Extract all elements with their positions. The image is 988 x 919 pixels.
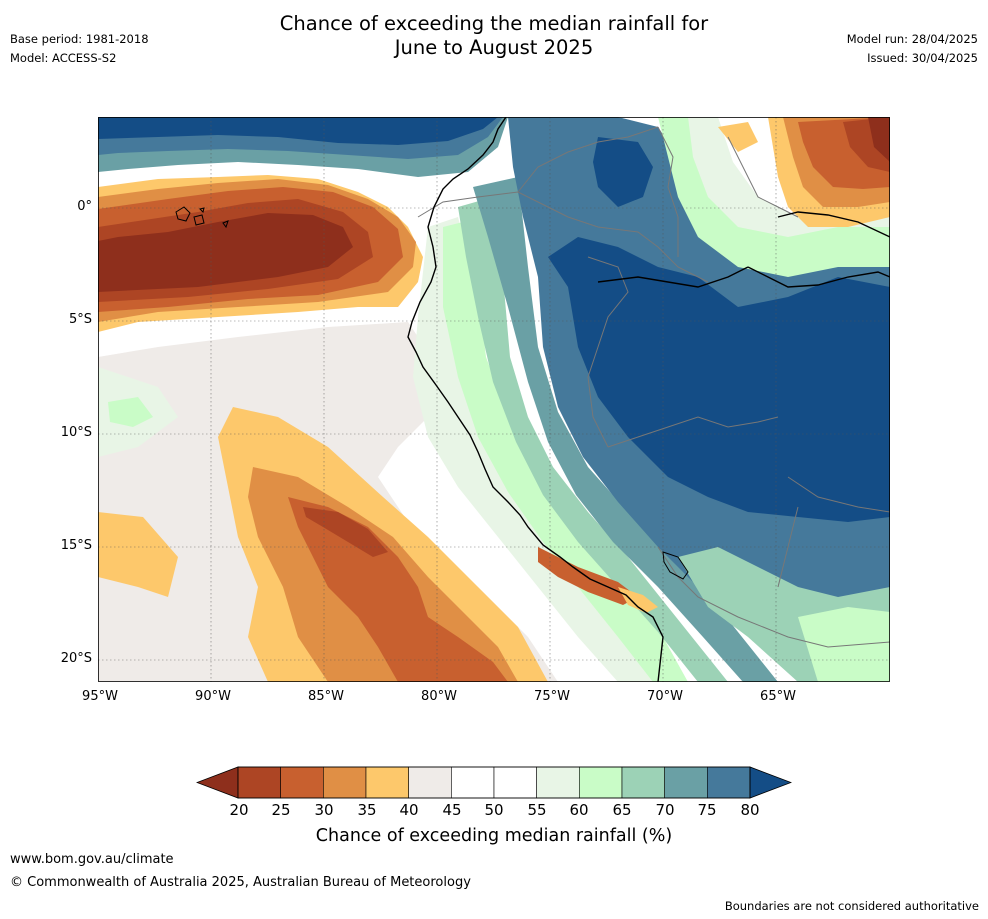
- region-15-nw: [98, 213, 353, 292]
- colorbar-tick-35: 35: [357, 801, 377, 819]
- colorbar-cell: [707, 766, 751, 799]
- colorbar-tick-65: 65: [612, 801, 632, 819]
- region-25-peru-south: [538, 547, 638, 605]
- title-line-2: June to August 2025: [394, 36, 594, 59]
- lat-tick-15s: 15°S: [60, 538, 92, 553]
- colorbar-tick-75: 75: [697, 801, 717, 819]
- colorbar-tick-60: 60: [569, 801, 589, 819]
- colorbar-tick-20: 20: [229, 801, 249, 819]
- map-frame: [98, 117, 890, 682]
- colorbar: [196, 766, 792, 799]
- base-period: Base period: 1981-2018: [10, 32, 149, 46]
- colorbar-cell: [408, 766, 452, 799]
- region-15-ne: [868, 117, 890, 162]
- region-35-south: [98, 512, 178, 597]
- footer-website: www.bom.gov.au/climate: [10, 852, 174, 867]
- region-80-upper: [593, 137, 653, 207]
- colorbar-tick-25: 25: [271, 801, 291, 819]
- region-green-west: [108, 397, 153, 427]
- colorbar-tick-30: 30: [314, 801, 334, 819]
- colorbar-tick-50: 50: [484, 801, 504, 819]
- region-70-coast: [473, 177, 778, 682]
- model-run-date: Model run: 28/04/2025: [846, 32, 978, 46]
- colorbar-low-extend: [196, 766, 239, 799]
- map-title: Chance of exceeding the median rainfall …: [0, 12, 988, 60]
- colorbar-cell: [536, 766, 580, 799]
- region-80-land: [548, 237, 890, 522]
- lon-tick-85w: 85°W: [308, 689, 344, 704]
- country-borders: [417, 126, 890, 648]
- colorbar-cell: [493, 766, 537, 799]
- issued-date: Issued: 30/04/2025: [867, 51, 978, 65]
- lon-tick-95w: 95°W: [82, 689, 118, 704]
- footer-copyright: © Commonwealth of Australia 2025, Austra…: [10, 875, 471, 890]
- graticule: [98, 117, 890, 682]
- lon-tick-65w: 65°W: [760, 689, 796, 704]
- lon-tick-90w: 90°W: [195, 689, 231, 704]
- footer-disclaimer: Boundaries are not considered authoritat…: [724, 899, 979, 913]
- region-60-south-east: [798, 607, 890, 682]
- lat-tick-5s: 5°S: [68, 312, 92, 327]
- rainfall-map: [98, 117, 890, 682]
- colorbar-tick-55: 55: [527, 801, 547, 819]
- coastline: [407, 117, 890, 682]
- colorbar-high-extend: [749, 766, 792, 799]
- colorbar-cell: [365, 766, 409, 799]
- lake-titicaca: [662, 551, 689, 580]
- colorbar-cell: [280, 766, 324, 799]
- title-line-1: Chance of exceeding the median rainfall …: [279, 12, 709, 35]
- colorbar-cell: [579, 766, 623, 799]
- lat-tick-0: 0°: [77, 199, 92, 214]
- colorbar-frame: [237, 766, 751, 799]
- colorbar-tick-70: 70: [655, 801, 675, 819]
- region-35-peru-south: [618, 587, 658, 613]
- galapagos-islands: [175, 206, 229, 229]
- colorbar-tick-40: 40: [399, 801, 419, 819]
- region-65-coast: [458, 197, 728, 682]
- region-20-main: [303, 507, 388, 557]
- model-name: Model: ACCESS-S2: [10, 51, 117, 65]
- colorbar-cells: [237, 766, 751, 799]
- lon-tick-75w: 75°W: [534, 689, 570, 704]
- region-60-coast: [443, 222, 688, 682]
- colorbar-cell: [664, 766, 708, 799]
- colorbar-tick-45: 45: [442, 801, 462, 819]
- lon-tick-80w: 80°W: [421, 689, 457, 704]
- colorbar-tick-80: 80: [740, 801, 760, 819]
- lon-tick-70w: 70°W: [647, 689, 683, 704]
- region-35-ne: [718, 122, 758, 152]
- colorbar-label: Chance of exceeding median rainfall (%): [315, 826, 673, 846]
- lat-tick-10s: 10°S: [60, 425, 92, 440]
- colorbar-cell: [451, 766, 495, 799]
- colorbar-cell: [621, 766, 665, 799]
- colorbar-cell: [323, 766, 367, 799]
- lat-tick-20s: 20°S: [60, 651, 92, 666]
- region-80-nw: [98, 117, 498, 145]
- region-25-main: [288, 497, 508, 682]
- colorbar-cell: [237, 766, 281, 799]
